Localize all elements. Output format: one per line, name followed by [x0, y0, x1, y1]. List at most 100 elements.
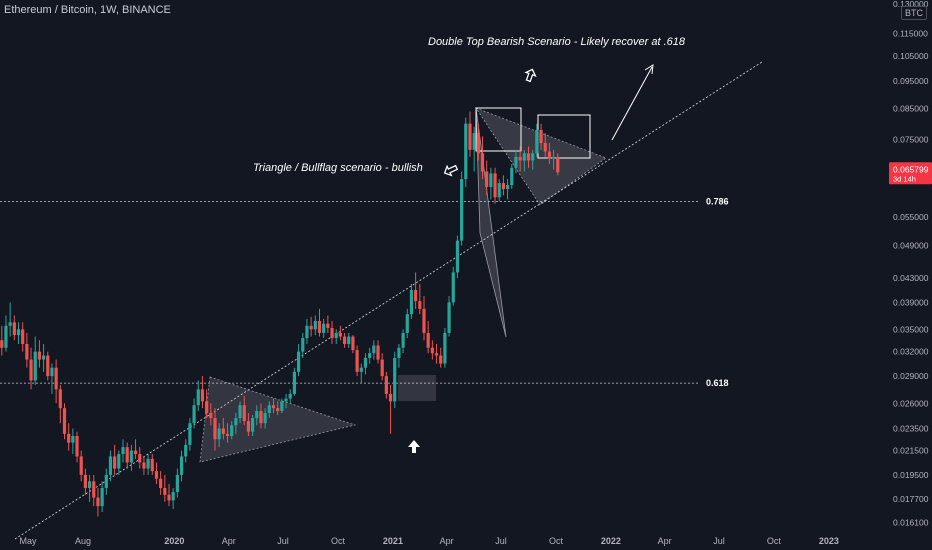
candle-body: [380, 359, 384, 377]
candle-body: [238, 405, 242, 419]
scale-currency-button[interactable]: BTC: [901, 6, 927, 20]
price-axis[interactable]: 0.130000 0.115000 0.105000 0.095000 0.085000…: [893, 0, 929, 528]
candle-body: [96, 497, 100, 507]
price-tick-label: 0.016100: [893, 518, 929, 528]
candle-body: [347, 336, 351, 344]
candle-body: [125, 447, 129, 463]
candle-body: [447, 302, 451, 333]
candle-body: [284, 398, 288, 402]
candle-body: [489, 173, 493, 188]
candle-body: [518, 156, 522, 161]
candle-body: [117, 454, 121, 469]
candle-body: [246, 421, 251, 432]
price-badge-bg: [889, 162, 932, 185]
candle-body: [225, 433, 230, 436]
candle-body: [150, 458, 154, 472]
candle-body: [372, 345, 376, 354]
candle-body: [296, 351, 301, 372]
candle-body: [79, 456, 83, 475]
projection-arrow-head: [644, 64, 654, 75]
candle-body: [551, 156, 556, 159]
time-tick-label: Oct: [549, 536, 564, 546]
candle-body: [196, 389, 200, 406]
time-axis[interactable]: May Aug 2020 Apr Jul Oct 2021 Apr Jul Oct 2022 Apr J…: [20, 536, 839, 546]
candle-body: [493, 173, 497, 198]
candle-body: [75, 435, 79, 457]
candle-body: [8, 322, 12, 326]
hand-pointer-left-icon: [443, 164, 459, 177]
price-tick-label: 0.019500: [893, 470, 929, 480]
candle-body: [92, 481, 96, 498]
price-tick-label: 0.035000: [893, 324, 929, 334]
candle-body: [213, 418, 217, 440]
candle-body: [422, 308, 426, 333]
candle-body: [414, 289, 418, 302]
candle-body: [251, 418, 255, 432]
price-tick-label: 0.023500: [893, 423, 929, 433]
price-tick-label: 0.055000: [893, 212, 929, 222]
candle-body: [393, 357, 397, 402]
fib-label: 0.618: [706, 378, 729, 388]
candle-body: [154, 471, 159, 479]
zone-box-2021-low: [398, 375, 436, 401]
annotations: Double Top Bearish Scenario - Likely rec…: [253, 36, 686, 453]
candle-body: [439, 355, 443, 364]
price-tick-label: 0.026000: [893, 398, 929, 408]
time-tick-label: Oct: [767, 536, 782, 546]
candle-body: [217, 428, 221, 440]
candle-body: [338, 332, 342, 337]
candle-body: [409, 289, 414, 315]
candle-body: [200, 389, 205, 402]
candle-body: [138, 454, 142, 463]
candle-body: [418, 301, 422, 309]
candle-body: [267, 405, 271, 414]
candle-body: [184, 444, 188, 457]
time-tick-label: 2021: [383, 536, 403, 546]
candle-body: [363, 357, 368, 368]
candle-body: [188, 423, 192, 445]
candle-body: [133, 450, 138, 455]
candle-body: [175, 474, 179, 493]
candle-body: [476, 133, 480, 154]
candle-body: [334, 332, 338, 339]
candle-body: [401, 332, 405, 348]
candle-body: [355, 350, 359, 372]
annotation-triangle: Triangle / Bullflag scenario - bullish: [253, 162, 423, 174]
candle-body: [263, 413, 267, 424]
candle-body: [359, 367, 363, 372]
price-tick-label: 0.017700: [893, 494, 929, 504]
time-tick-label: Oct: [331, 536, 346, 546]
candle-body: [434, 353, 439, 356]
candle-body: [242, 405, 246, 422]
candle-body: [301, 338, 305, 352]
candle-body: [83, 474, 87, 488]
candle-body: [167, 494, 171, 501]
candle-body: [16, 329, 21, 336]
candle-body: [21, 329, 25, 344]
candle-body: [397, 347, 401, 358]
candle-body: [171, 492, 175, 501]
fib-levels: 0.786 0.618: [0, 197, 729, 388]
candle-body: [326, 323, 330, 328]
candle-body: [54, 367, 58, 390]
candle-body: [497, 183, 501, 198]
candle-body: [514, 156, 518, 168]
time-tick-label: Jul: [277, 536, 289, 546]
candle-body: [29, 359, 33, 381]
candle-body: [522, 153, 526, 161]
candle-body: [317, 320, 322, 333]
hand-pointer-up-icon: [524, 68, 537, 83]
time-tick-label: Aug: [75, 536, 91, 546]
candle-body: [543, 143, 547, 152]
time-tick-label: Apr: [222, 536, 236, 546]
candle-body: [485, 171, 489, 188]
candle-body: [292, 371, 297, 394]
time-tick-label: 2022: [601, 536, 621, 546]
candle-body: [104, 474, 108, 488]
price-tick-label: 0.039000: [893, 297, 929, 307]
candle-body: [159, 478, 163, 488]
price-tick-label: 0.021500: [893, 446, 929, 456]
candle-body: [342, 336, 347, 344]
